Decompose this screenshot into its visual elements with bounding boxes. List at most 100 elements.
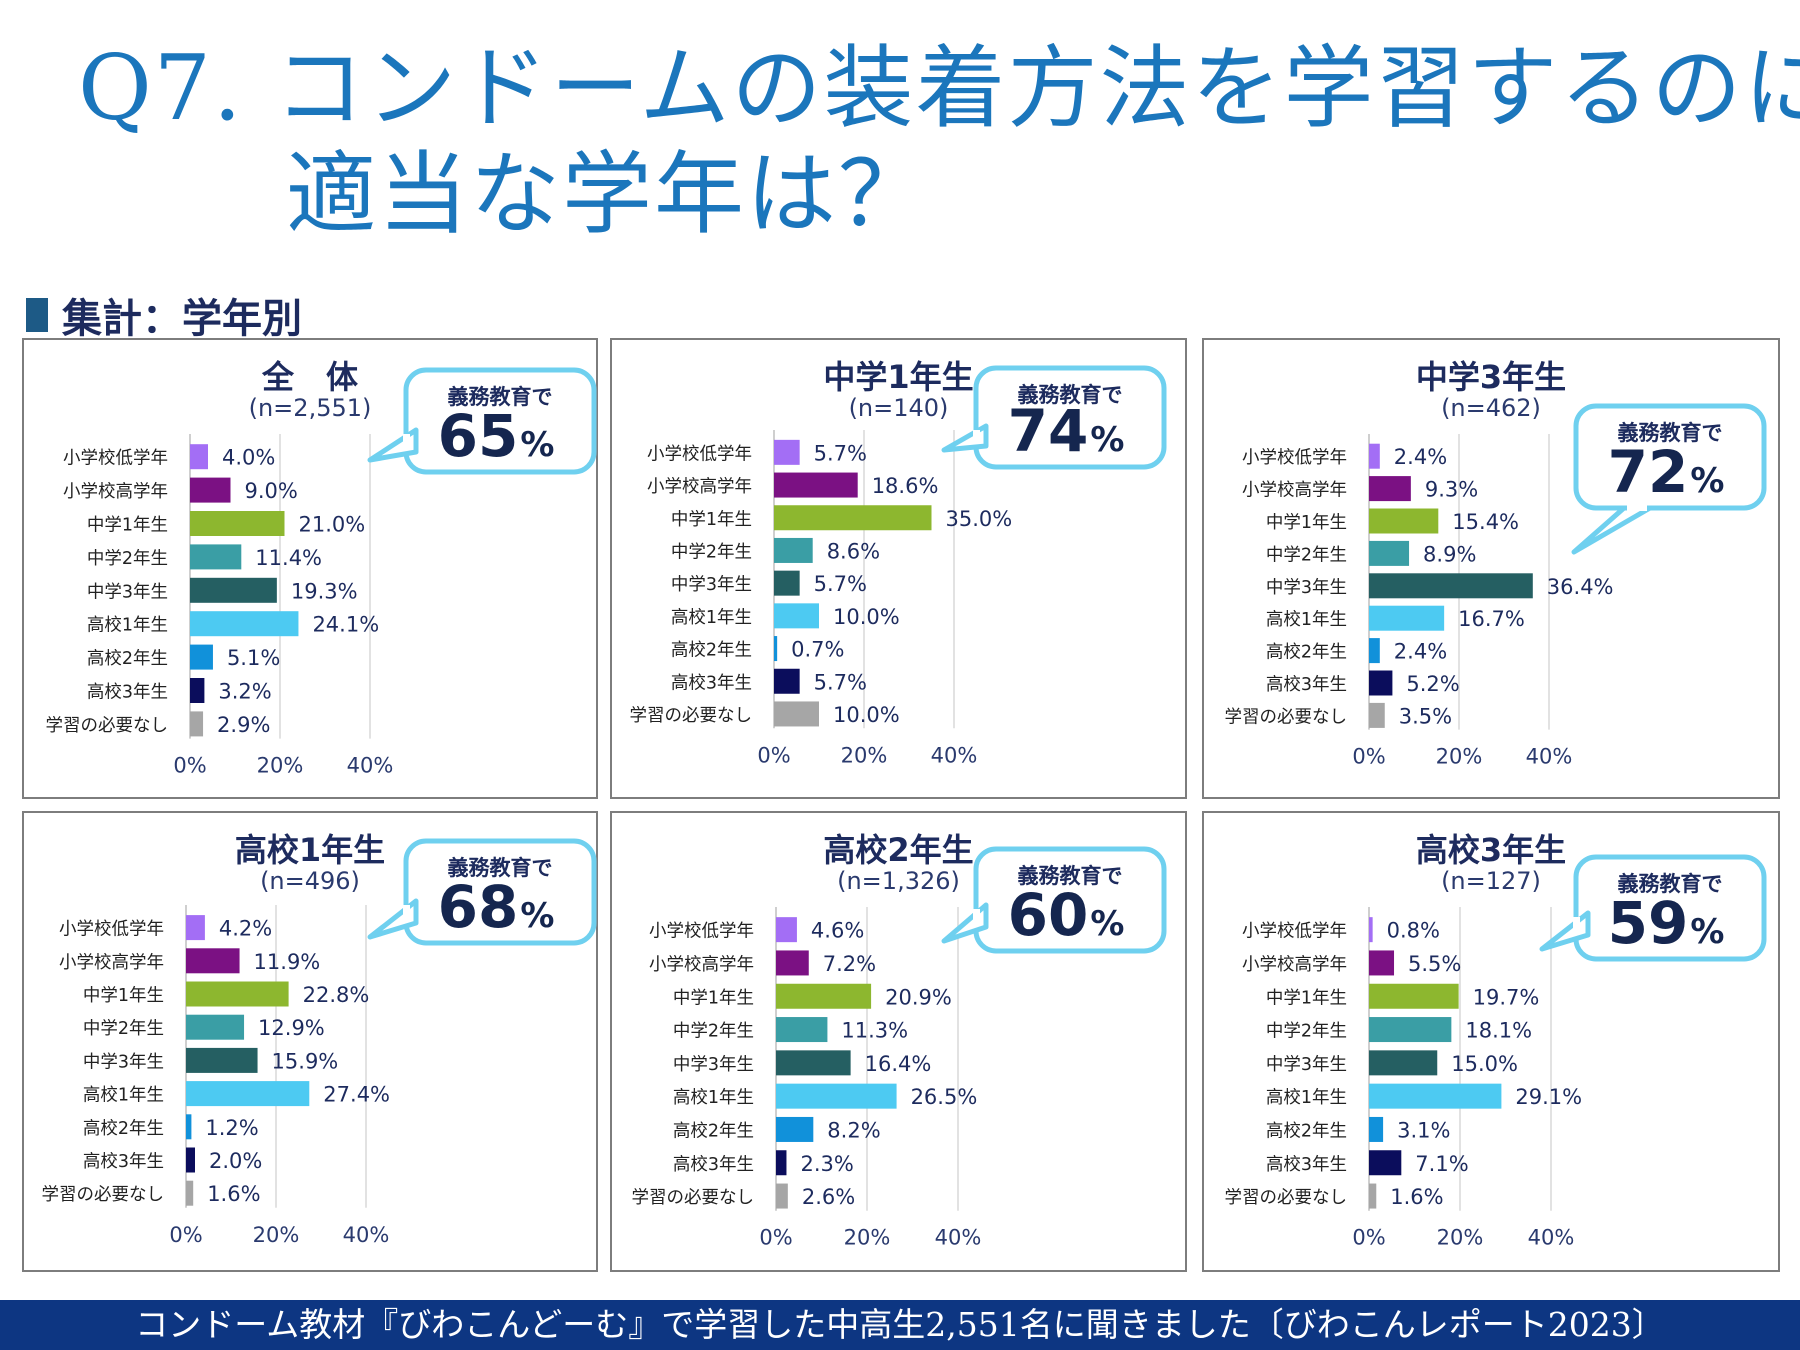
bar	[1369, 1083, 1502, 1109]
chart-panel-overall: 0% 20% 40% 小学校低学年 4.0% 小学校高学年 9.0% 中学1年生 21.0% 中学…	[22, 338, 598, 799]
category-label: 中学1年生	[1266, 513, 1347, 533]
data-label: 2.0%	[209, 1149, 262, 1173]
bar	[1369, 476, 1411, 502]
axis-tick-label: 20%	[253, 1223, 300, 1247]
bubble-tail	[1571, 505, 1653, 555]
bar	[190, 678, 205, 703]
chart-panel-hs1: 0% 20% 40% 小学校低学年 4.2% 小学校高学年 11.9% 中学1年生 22.8% 中…	[22, 811, 598, 1272]
bar	[190, 644, 213, 670]
data-label: 3.2%	[218, 680, 271, 704]
bubble-percent-sign: %	[520, 425, 554, 465]
category-label: 中学3年生	[87, 582, 168, 602]
data-label: 5.2%	[1406, 672, 1459, 696]
bubble-body	[403, 838, 597, 946]
chart-jh1: 0% 20% 40% 小学校低学年 5.7% 小学校高学年 18.6% 中学1年生 35.0% 中…	[630, 365, 1167, 767]
data-label: 11.3%	[841, 1019, 908, 1043]
category-label: 高校1年生	[673, 1088, 754, 1108]
bar	[776, 950, 809, 976]
chart-hs1: 0% 20% 40% 小学校低学年 4.2% 小学校高学年 11.9% 中学1年生 22.8% 中…	[42, 838, 597, 1247]
category-label: 中学2年生	[83, 1019, 164, 1039]
section-marker	[26, 298, 48, 332]
page-title-line-1: Q7. コンドームの装着方法を学習するのに	[78, 36, 1800, 141]
bubble-body	[403, 367, 597, 475]
data-label: 21.0%	[299, 513, 366, 537]
data-label: 5.5%	[1408, 952, 1461, 976]
category-label: 中学1年生	[673, 988, 754, 1008]
bar	[186, 1147, 195, 1173]
data-label: 10.0%	[833, 605, 900, 629]
panel-sample-size: (n=1,326)	[837, 867, 960, 895]
bar	[190, 611, 299, 637]
axis-tick-label: 20%	[1436, 745, 1483, 769]
bar	[1369, 1116, 1384, 1142]
category-label: 学習の必要なし	[46, 716, 169, 736]
bar	[774, 636, 778, 662]
data-label: 5.7%	[814, 670, 867, 694]
bubble-body	[1573, 854, 1767, 962]
category-label: 高校1年生	[87, 616, 168, 636]
category-label: 高校3年生	[83, 1152, 164, 1172]
bubble-seam	[1627, 504, 1647, 511]
axis-tick-label: 20%	[257, 754, 304, 778]
axis-tick-label: 40%	[347, 754, 394, 778]
category-label: 高校3年生	[671, 673, 752, 693]
footer-source-note: コンドーム教材『びわこんどーむ』で学習した中高生2,551名に聞きました〔びわこ…	[0, 1300, 1800, 1350]
bar	[186, 915, 205, 941]
bubble-percent-sign: %	[1090, 904, 1124, 944]
bubble-seam	[1573, 917, 1580, 931]
bubble-body	[1573, 403, 1767, 511]
data-label: 11.9%	[254, 950, 321, 974]
data-label: 2.6%	[802, 1185, 855, 1209]
data-label: 16.7%	[1458, 607, 1525, 631]
bubble-seam	[403, 905, 410, 919]
data-label: 27.4%	[323, 1083, 390, 1107]
axis-tick-label: 0%	[759, 1226, 792, 1250]
bar	[190, 577, 277, 603]
bar	[1369, 540, 1410, 566]
data-label: 9.3%	[1425, 478, 1478, 502]
bubble-label: 義務教育で	[448, 385, 553, 409]
axis-tick-label: 40%	[931, 743, 978, 767]
data-label: 19.7%	[1473, 985, 1540, 1009]
bar	[776, 1116, 814, 1142]
axis-tick-label: 40%	[343, 1223, 390, 1247]
category-label: 小学校高学年	[1242, 481, 1347, 501]
data-label: 10.0%	[833, 703, 900, 727]
data-label: 18.1%	[1465, 1019, 1532, 1043]
data-label: 7.1%	[1415, 1152, 1468, 1176]
data-label: 5.7%	[814, 572, 867, 596]
bar	[1369, 702, 1385, 728]
bar	[776, 983, 872, 1009]
category-label: 高校1年生	[671, 608, 752, 628]
chart-hs3: 0% 20% 40% 小学校低学年 0.8% 小学校高学年 5.5% 中学1年生 19.7% 中学…	[1225, 854, 1767, 1250]
axis-tick-label: 0%	[173, 754, 206, 778]
bubble-percent-sign: %	[520, 896, 554, 936]
chart-jh3: 0% 20% 40% 小学校低学年 2.4% 小学校高学年 9.3% 中学1年生 15.4% 中学…	[1225, 403, 1767, 769]
data-label: 16.4%	[865, 1052, 932, 1076]
category-label: 小学校低学年	[1242, 448, 1347, 468]
category-label: 中学1年生	[87, 516, 168, 536]
bubble-seam	[973, 430, 980, 442]
data-label: 0.7%	[791, 638, 844, 662]
axis-tick-label: 20%	[841, 743, 888, 767]
category-label: 小学校低学年	[63, 449, 168, 469]
bubble-percent-sign: %	[1690, 461, 1724, 501]
section-label: 集計：学年別	[62, 296, 302, 342]
bubble-seam	[973, 909, 980, 923]
bar	[1369, 1050, 1438, 1076]
category-label: 高校3年生	[87, 683, 168, 703]
data-label: 3.1%	[1397, 1118, 1450, 1142]
bar	[1369, 917, 1373, 943]
category-label: 中学3年生	[83, 1052, 164, 1072]
category-label: 高校1年生	[83, 1086, 164, 1106]
bar	[1369, 573, 1533, 599]
data-label: 1.6%	[207, 1182, 260, 1206]
bar	[186, 1180, 194, 1206]
bubble-body	[973, 846, 1167, 954]
category-label: 学習の必要なし	[42, 1185, 165, 1205]
data-label: 20.9%	[885, 985, 952, 1009]
category-label: 高校2年生	[1266, 643, 1347, 663]
bar	[774, 570, 800, 596]
bubble-body	[973, 365, 1167, 470]
